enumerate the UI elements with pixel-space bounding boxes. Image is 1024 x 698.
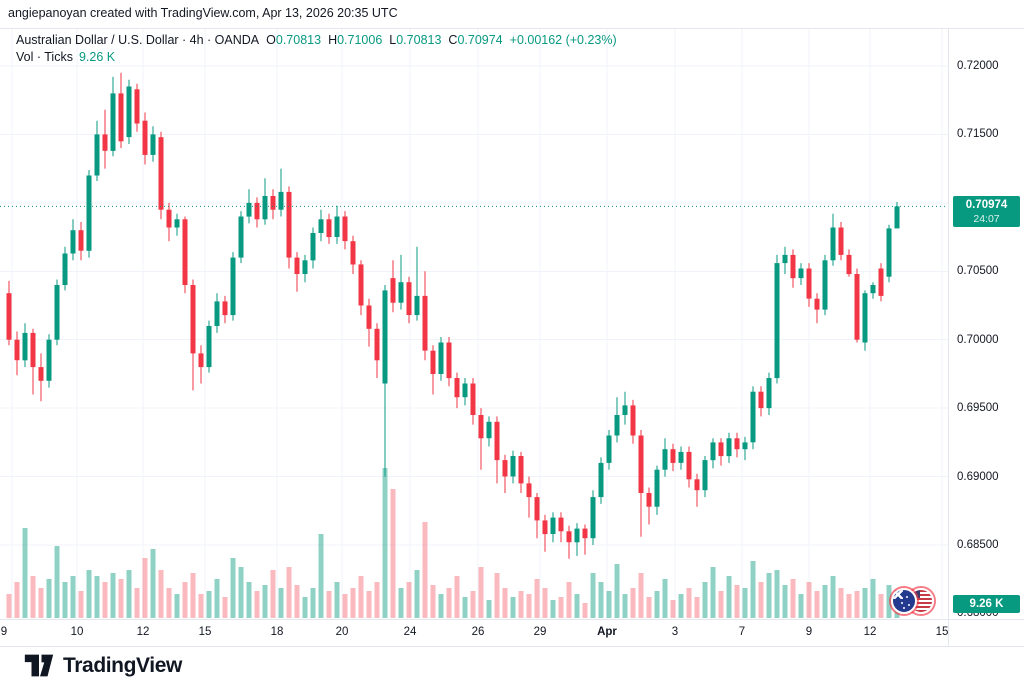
volume-indicator-label[interactable]: Vol · Ticks	[16, 50, 73, 64]
price-tick-label: 0.70000	[957, 333, 999, 346]
open-label: O	[266, 33, 276, 47]
australian-flag-icon	[891, 588, 917, 614]
chart-legend: Australian Dollar / U.S. Dollar · 4h · O…	[16, 32, 617, 66]
price-tick-label: 0.68500	[957, 538, 999, 551]
time-tick-label: 15	[198, 626, 212, 638]
time-tick-label: 12	[136, 626, 150, 638]
panel-top-border	[0, 28, 1024, 29]
volume-badge: 9.26 K	[953, 595, 1020, 613]
last-price-value: 0.70974	[965, 199, 1008, 212]
time-tick-label: 12	[863, 626, 877, 638]
low-label: L	[389, 33, 397, 47]
tradingview-logo-text: TradingView	[63, 653, 182, 677]
time-tick-label: 10	[70, 626, 84, 638]
panel-bottom-border	[0, 646, 1024, 647]
bar-countdown: 24:07	[973, 213, 1000, 226]
change-value: +0.00162 (+0.23%)	[509, 33, 617, 47]
time-tick-label: 29	[533, 626, 547, 638]
attribution-text: angiepanoyan created with TradingView.co…	[8, 6, 398, 20]
price-tick-label: 0.70500	[957, 265, 999, 278]
symbol-title[interactable]: Australian Dollar / U.S. Dollar · 4h · O…	[16, 33, 260, 47]
time-tick-label: 7	[738, 626, 746, 638]
legend-symbol-row: Australian Dollar / U.S. Dollar · 4h · O…	[16, 32, 617, 49]
time-tick-label: Apr	[597, 626, 617, 638]
tradingview-logo[interactable]: TradingView	[24, 653, 182, 678]
low-value: 0.70813	[396, 33, 442, 47]
volume-value: 9.26 K	[78, 50, 116, 64]
time-axis-top-border	[0, 619, 1024, 620]
price-tick-label: 0.71500	[957, 128, 999, 141]
time-tick-label: 26	[471, 626, 485, 638]
close-label: C	[448, 33, 458, 47]
legend-volume-row: Vol · Ticks 9.26 K	[16, 49, 617, 66]
tradingview-logo-icon	[24, 654, 54, 677]
last-price-badge: 0.70974 24:07	[953, 196, 1020, 228]
price-scale[interactable]	[948, 28, 1024, 620]
open-value: 0.70813	[275, 33, 322, 47]
time-tick-label: 20	[335, 626, 349, 638]
high-value: 0.71006	[337, 33, 383, 47]
time-tick-label: 9	[805, 626, 813, 638]
time-tick-label: 9	[0, 626, 8, 638]
time-tick-label: 18	[270, 626, 284, 638]
close-value: 0.70974	[457, 33, 503, 47]
time-tick-label: 24	[403, 626, 417, 638]
time-tick-label: 15	[935, 626, 949, 638]
price-tick-label: 0.69500	[957, 402, 999, 415]
flag-stars-detail	[897, 593, 899, 595]
time-tick-label: 3	[671, 626, 679, 638]
price-tick-label: 0.69000	[957, 470, 999, 483]
high-label: H	[328, 33, 338, 47]
price-axis-border	[948, 28, 949, 646]
price-tick-label: 0.72000	[957, 60, 999, 72]
